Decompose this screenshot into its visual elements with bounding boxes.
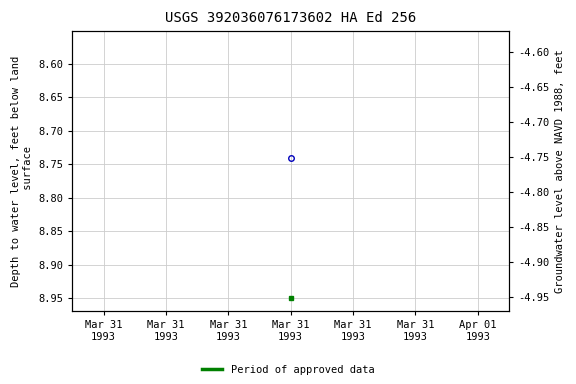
Y-axis label: Groundwater level above NAVD 1988, feet: Groundwater level above NAVD 1988, feet — [555, 49, 564, 293]
Legend: Period of approved data: Period of approved data — [198, 361, 378, 379]
Y-axis label: Depth to water level, feet below land
 surface: Depth to water level, feet below land su… — [12, 55, 33, 286]
Title: USGS 392036076173602 HA Ed 256: USGS 392036076173602 HA Ed 256 — [165, 11, 416, 25]
